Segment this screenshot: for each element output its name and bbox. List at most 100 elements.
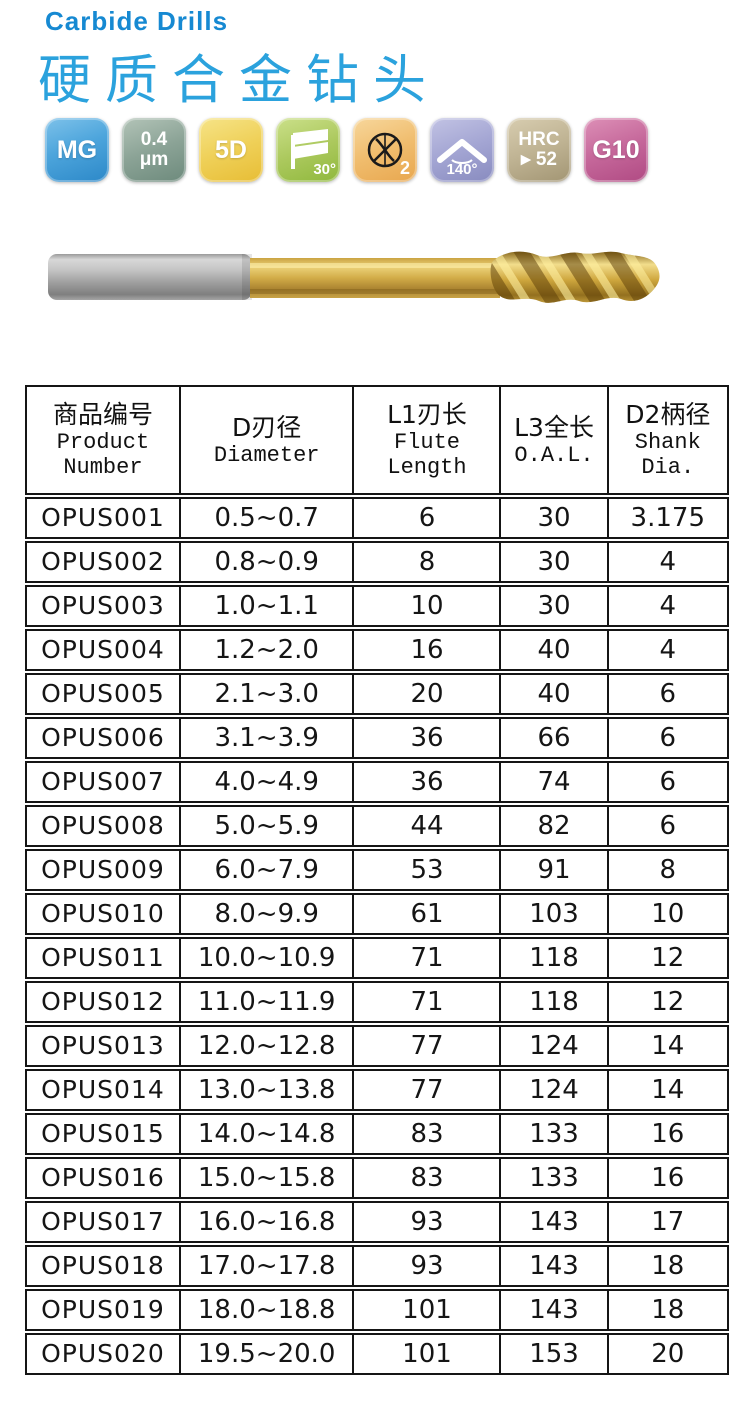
cell-shank-dia: 6 — [606, 675, 727, 713]
cell-product-number: OPUS013 — [41, 1031, 165, 1060]
cell-diameter: 1.0~1.1 — [178, 587, 353, 625]
cell-flute-length: 6 — [352, 499, 499, 537]
cell-oal: 143 — [499, 1247, 606, 1285]
table-header-row: 商品编号 Product Number D刃径 Diameter L1刃长 Fl… — [25, 385, 729, 495]
cell-diameter: 11.0~11.9 — [178, 983, 353, 1021]
cell-shank-dia: 20 — [606, 1335, 727, 1373]
cell-flute-length: 93 — [352, 1203, 499, 1241]
table-row: OPUS009 6.0~7.9 53 91 8 — [25, 849, 729, 891]
cell-product-number: OPUS009 — [41, 855, 165, 884]
col-header-oal: L3全长 O.A.L. — [499, 387, 606, 493]
cell-oal: 40 — [499, 675, 606, 713]
table-row: OPUS016 15.0~15.8 83 133 16 — [25, 1157, 729, 1199]
cell-product-number: OPUS007 — [41, 767, 165, 796]
cell-product-number: OPUS006 — [41, 723, 165, 752]
cell-oal: 118 — [499, 983, 606, 1021]
cell-flute-length: 36 — [352, 719, 499, 757]
cell-oal: 91 — [499, 851, 606, 889]
cell-diameter: 19.5~20.0 — [178, 1335, 353, 1373]
cell-diameter: 17.0~17.8 — [178, 1247, 353, 1285]
cell-product-number: OPUS004 — [41, 635, 165, 664]
cell-oal: 143 — [499, 1291, 606, 1329]
table-row: OPUS010 8.0~9.9 61 103 10 — [25, 893, 729, 935]
hardness-badge: HRC ▸ 52 — [507, 118, 571, 182]
cell-oal: 82 — [499, 807, 606, 845]
cell-diameter: 18.0~18.8 — [178, 1291, 353, 1329]
cell-shank-dia: 6 — [606, 763, 727, 801]
cell-product-number: OPUS012 — [41, 987, 165, 1016]
cell-flute-length: 71 — [352, 939, 499, 977]
page-title: Carbide Drills — [45, 6, 229, 36]
cell-product-number: OPUS011 — [41, 943, 165, 972]
cell-flute-length: 101 — [352, 1291, 499, 1329]
cell-diameter: 6.0~7.9 — [178, 851, 353, 889]
flute-count-badge: 2 — [353, 118, 417, 182]
cell-shank-dia: 4 — [606, 631, 727, 669]
cell-oal: 118 — [499, 939, 606, 977]
cell-shank-dia: 12 — [606, 939, 727, 977]
cell-shank-dia: 17 — [606, 1203, 727, 1241]
cell-product-number: OPUS019 — [41, 1295, 165, 1324]
cell-flute-length: 16 — [352, 631, 499, 669]
cell-product-number: OPUS020 — [41, 1339, 165, 1368]
cell-oal: 30 — [499, 543, 606, 581]
table-row: OPUS001 0.5~0.7 6 30 3.175 — [25, 497, 729, 539]
drill-depth-badge: 5D — [199, 118, 263, 182]
table-row: OPUS014 13.0~13.8 77 124 14 — [25, 1069, 729, 1111]
cell-diameter: 8.0~9.9 — [178, 895, 353, 933]
cell-shank-dia: 4 — [606, 543, 727, 581]
table-row: OPUS005 2.1~3.0 20 40 6 — [25, 673, 729, 715]
cell-shank-dia: 4 — [606, 587, 727, 625]
cell-shank-dia: 3.175 — [606, 499, 727, 537]
cell-flute-length: 8 — [352, 543, 499, 581]
table-body: OPUS001 0.5~0.7 6 30 3.175 OPUS002 0.8~0… — [25, 497, 729, 1375]
cell-diameter: 14.0~14.8 — [178, 1115, 353, 1153]
spec-badge-row: MG 0.4 μm 5D 30° — [45, 118, 648, 182]
cell-flute-length: 71 — [352, 983, 499, 1021]
cell-flute-length: 10 — [352, 587, 499, 625]
cell-diameter: 15.0~15.8 — [178, 1159, 353, 1197]
cell-flute-length: 83 — [352, 1159, 499, 1197]
cell-oal: 30 — [499, 499, 606, 537]
cell-product-number: OPUS018 — [41, 1251, 165, 1280]
cell-flute-length: 61 — [352, 895, 499, 933]
surface-roughness-badge: 0.4 μm — [122, 118, 186, 182]
cell-shank-dia: 18 — [606, 1291, 727, 1329]
spec-table: 商品编号 Product Number D刃径 Diameter L1刃长 Fl… — [25, 385, 729, 1375]
cell-flute-length: 77 — [352, 1027, 499, 1065]
tolerance-grade-badge: G10 — [584, 118, 648, 182]
col-header-product-number: 商品编号 Product Number — [52, 400, 153, 480]
col-header-shank-dia: D2柄径 Shank Dia. — [606, 387, 727, 493]
cell-oal: 66 — [499, 719, 606, 757]
helix-angle-badge: 30° — [276, 118, 340, 182]
cell-shank-dia: 8 — [606, 851, 727, 889]
cell-oal: 74 — [499, 763, 606, 801]
cell-product-number: OPUS014 — [41, 1075, 165, 1104]
cell-flute-length: 77 — [352, 1071, 499, 1109]
point-angle-icon — [436, 134, 488, 166]
cell-shank-dia: 14 — [606, 1027, 727, 1065]
cell-oal: 30 — [499, 587, 606, 625]
cell-product-number: OPUS005 — [41, 679, 165, 708]
cell-shank-dia: 12 — [606, 983, 727, 1021]
cell-diameter: 0.5~0.7 — [178, 499, 353, 537]
cell-oal: 133 — [499, 1159, 606, 1197]
cell-oal: 153 — [499, 1335, 606, 1373]
table-row: OPUS015 14.0~14.8 83 133 16 — [25, 1113, 729, 1155]
cell-product-number: OPUS002 — [41, 547, 165, 576]
cell-shank-dia: 6 — [606, 719, 727, 757]
table-row: OPUS004 1.2~2.0 16 40 4 — [25, 629, 729, 671]
cell-flute-length: 53 — [352, 851, 499, 889]
cell-diameter: 13.0~13.8 — [178, 1071, 353, 1109]
drill-photo — [46, 245, 661, 315]
table-row: OPUS017 16.0~16.8 93 143 17 — [25, 1201, 729, 1243]
table-row: OPUS013 12.0~12.8 77 124 14 — [25, 1025, 729, 1067]
cell-product-number: OPUS016 — [41, 1163, 165, 1192]
cell-shank-dia: 6 — [606, 807, 727, 845]
cell-oal: 133 — [499, 1115, 606, 1153]
cell-diameter: 5.0~5.9 — [178, 807, 353, 845]
col-header-flute-length: L1刃长 Flute Length — [352, 387, 499, 493]
page-title-chinese: 硬质合金钻头 — [38, 50, 440, 111]
cell-flute-length: 101 — [352, 1335, 499, 1373]
cell-product-number: OPUS017 — [41, 1207, 165, 1236]
